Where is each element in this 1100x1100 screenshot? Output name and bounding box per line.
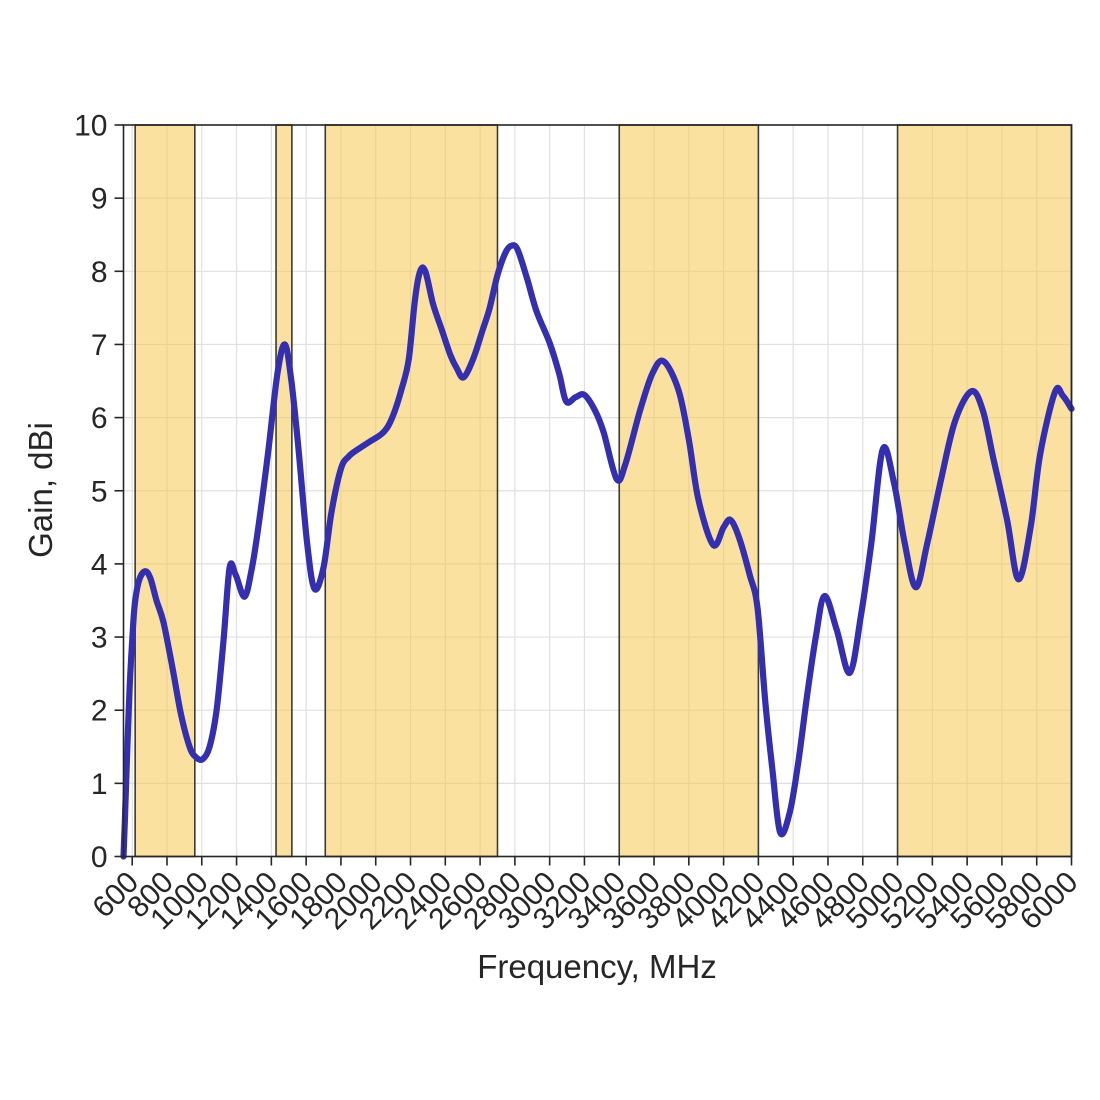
y-tick-label: 8 [91, 256, 108, 289]
y-axis-title: Gain, dBi [22, 422, 59, 558]
y-tick-label: 3 [91, 622, 108, 655]
y-tick-label: 5 [91, 475, 108, 508]
y-tick-label: 7 [91, 329, 108, 362]
y-tick-label: 1 [91, 768, 108, 801]
y-tick-label: 6 [91, 402, 108, 435]
x-axis-title: Frequency, MHz [477, 948, 717, 985]
y-tick-label: 10 [74, 110, 107, 143]
gain-curve [120, 242, 1075, 860]
band-region [324, 124, 499, 858]
y-tick-label: 4 [91, 548, 108, 581]
band-region [896, 124, 1073, 858]
band-region [134, 124, 196, 858]
y-tick-labels: 0 1 2 3 4 5 6 7 8 9 10 [74, 110, 107, 875]
band-region [275, 124, 293, 858]
y-tick-label: 9 [91, 183, 108, 216]
y-tick-label: 2 [91, 695, 108, 728]
axes-layer [114, 124, 1073, 866]
series-layer [120, 242, 1075, 860]
x-tick-labels: 6008001000120014001600180020002200240026… [86, 866, 1084, 937]
highlight-bands-layer [134, 124, 1073, 858]
y-tick-label: 0 [91, 841, 108, 874]
band-region [618, 124, 760, 858]
